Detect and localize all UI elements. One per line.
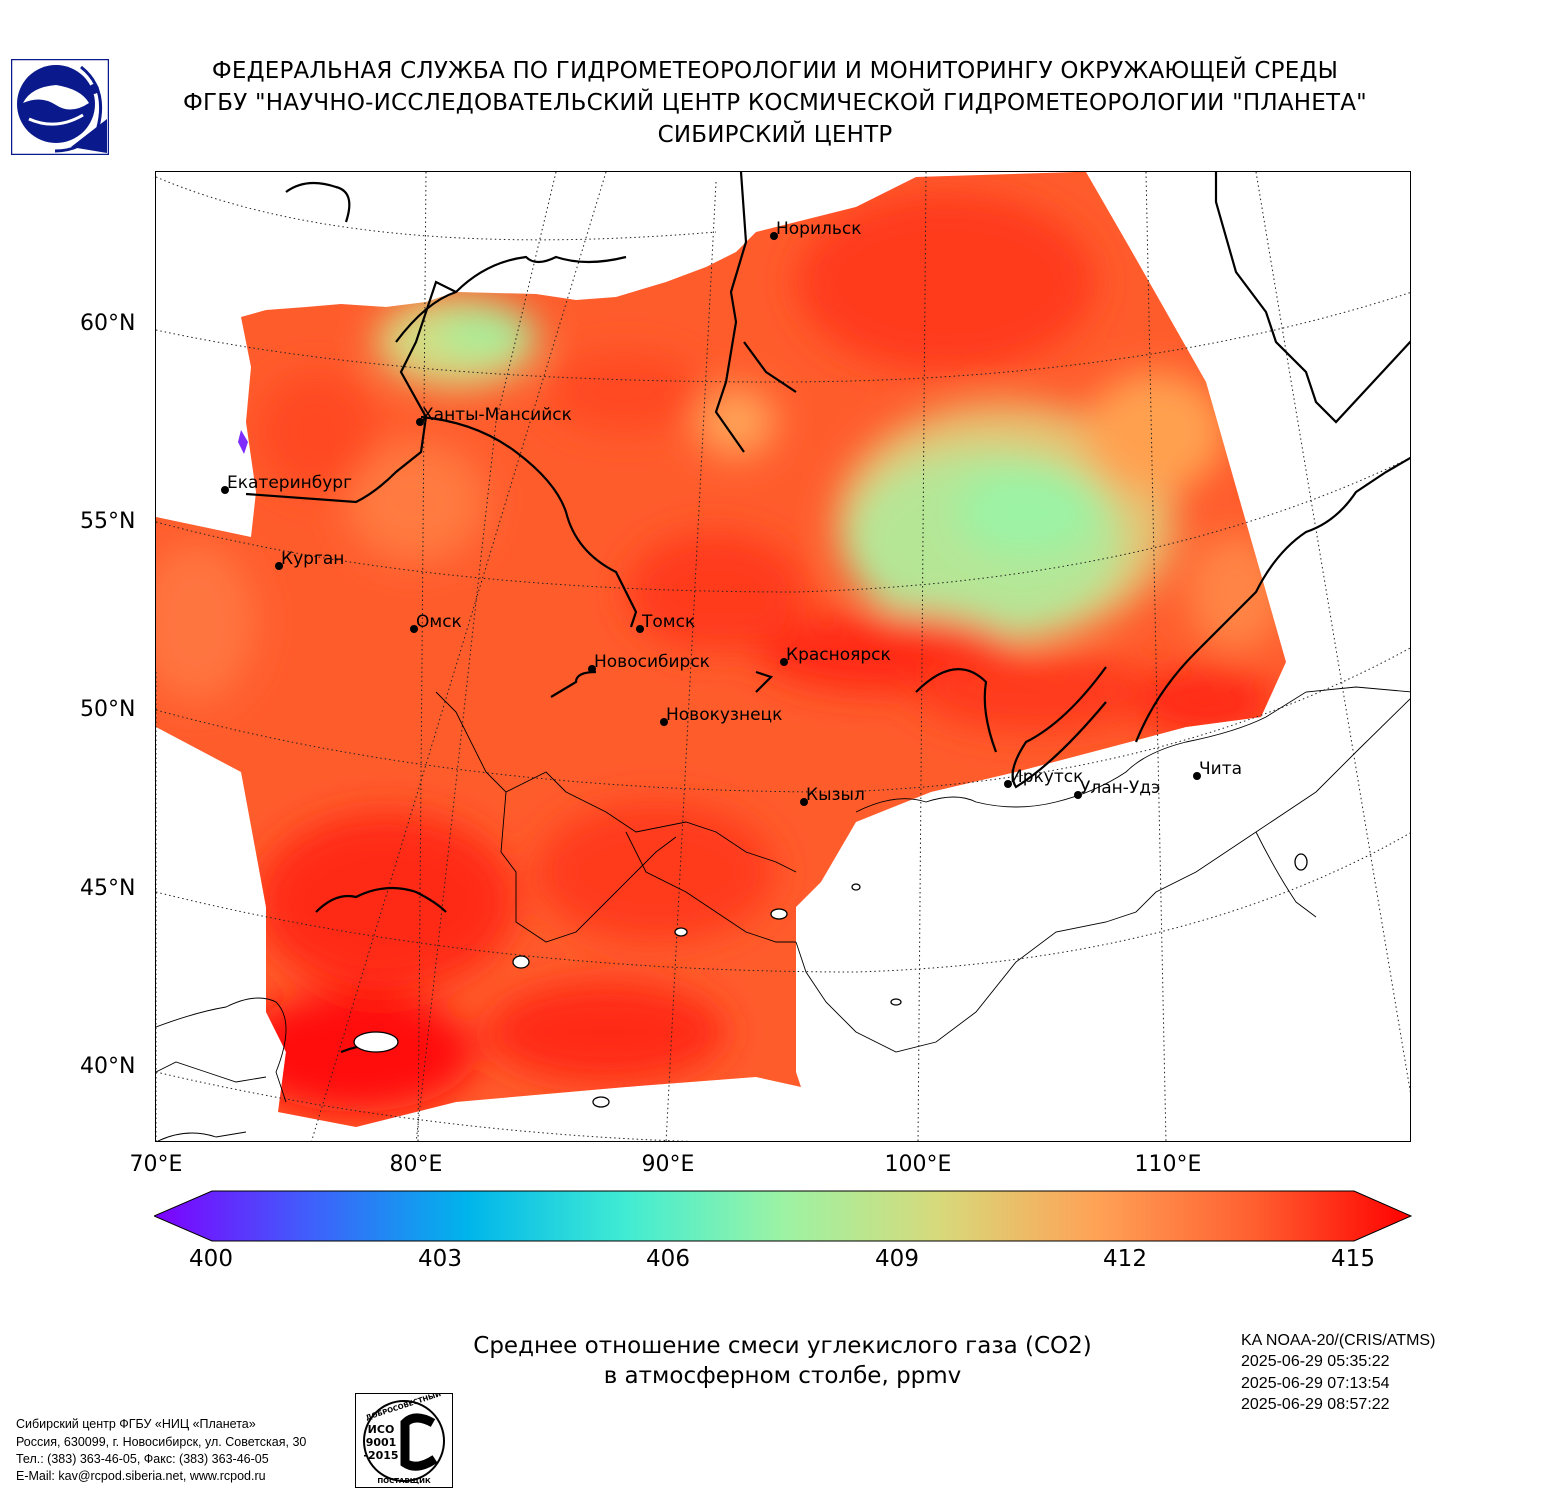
co2-field <box>156 172 1286 1127</box>
footer-org: Сибирский центр ФГБУ «НИЦ «Планета» <box>16 1417 256 1431</box>
satellite-name: KA NOAA-20/(CRIS/ATMS) <box>1241 1332 1436 1349</box>
footer-email: E-Mail: kav@rcpod.siberia.net, www.rcpod… <box>16 1469 266 1483</box>
lat-label-50: 50°N <box>80 697 136 722</box>
header-center: СИБИРСКИЙ ЦЕНТР <box>657 122 893 148</box>
lon-label-80: 80°E <box>389 1152 443 1177</box>
colorbar-tick-412: 412 <box>1103 1246 1147 1272</box>
co2-map: Норильск Ханты-Мансийск Екатеринбург Кур… <box>155 171 1411 1142</box>
header-agency: ФЕДЕРАЛЬНАЯ СЛУЖБА ПО ГИДРОМЕТЕОРОЛОГИИ … <box>211 58 1339 84</box>
svg-text:ПОСТАВЩИК: ПОСТАВЩИК <box>377 1477 431 1485</box>
colorbar <box>152 1190 1413 1242</box>
map-caption-line1: Среднее отношение смеси углекислого газа… <box>473 1333 1092 1359</box>
colorbar-tick-415: 415 <box>1331 1246 1375 1272</box>
lon-label-70: 70°E <box>129 1152 183 1177</box>
pass-time-1: 2025-06-29 05:35:22 <box>1241 1353 1390 1370</box>
planeta-logo <box>10 58 110 156</box>
svg-text:-2015: -2015 <box>363 1449 398 1462</box>
lat-label-40: 40°N <box>80 1054 136 1079</box>
pass-time-2: 2025-06-29 07:13:54 <box>1241 1375 1390 1392</box>
lakes <box>353 853 1308 1108</box>
map-caption-line2: в атмосферном столбе, ppmv <box>603 1363 962 1389</box>
header-institute: ФГБУ "НАУЧНО-ИССЛЕДОВАТЕЛЬСКИЙ ЦЕНТР КОС… <box>183 90 1367 116</box>
pass-time-3: 2025-06-29 08:57:22 <box>1241 1396 1390 1413</box>
colorbar-tick-406: 406 <box>646 1246 690 1272</box>
colorbar-tick-409: 409 <box>875 1246 919 1272</box>
low-value-patch <box>238 430 248 454</box>
graticule <box>156 172 1410 1141</box>
lon-label-110: 110°E <box>1134 1152 1202 1177</box>
country-borders <box>156 686 1410 1141</box>
lon-label-90: 90°E <box>641 1152 695 1177</box>
lon-label-100: 100°E <box>884 1152 952 1177</box>
svg-text:ИСО: ИСО <box>368 1423 395 1436</box>
footer-phone: Тел.: (383) 363-46-05, Факс: (383) 363-4… <box>16 1452 269 1466</box>
lat-label-60: 60°N <box>80 311 136 336</box>
footer-address: Россия, 630099, г. Новосибирск, ул. Сове… <box>16 1435 307 1449</box>
colorbar-tick-400: 400 <box>189 1246 233 1272</box>
lat-label-45: 45°N <box>80 876 136 901</box>
iso-9001-stamp: ДОБРОСОВЕСТНЫЙ ИСО 9001 -2015 ПОСТАВЩИК <box>355 1389 453 1488</box>
lat-label-55: 55°N <box>80 509 136 534</box>
colorbar-tick-403: 403 <box>418 1246 462 1272</box>
svg-text:9001: 9001 <box>366 1436 397 1449</box>
